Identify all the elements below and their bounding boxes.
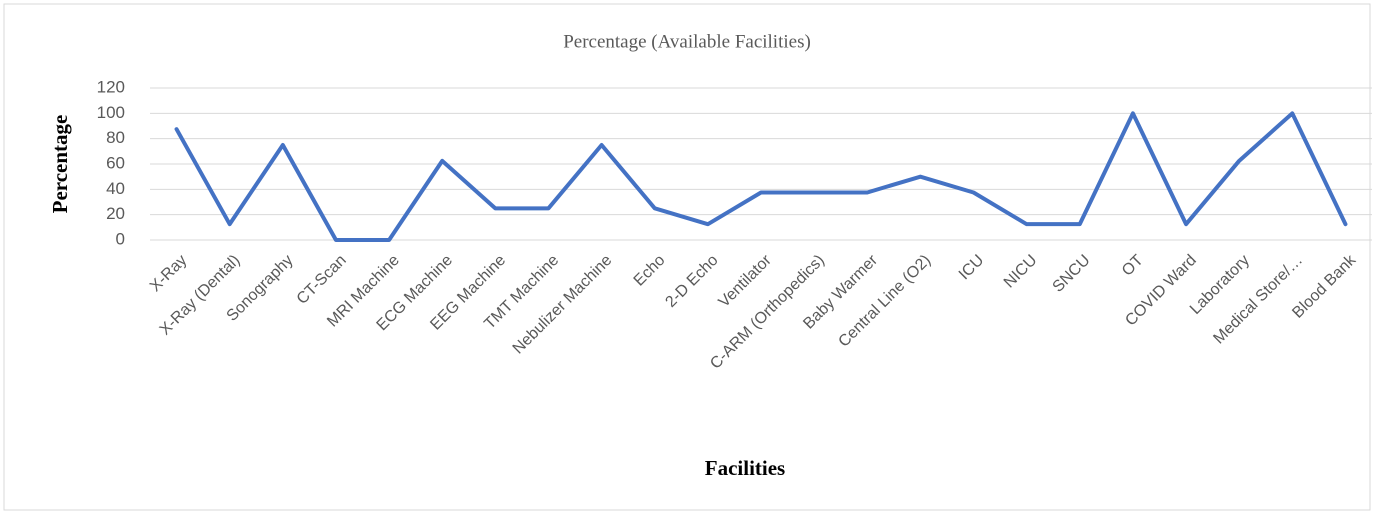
y-tick-label: 0 <box>116 229 125 248</box>
y-tick-label: 100 <box>97 103 125 122</box>
data-line <box>174 111 1348 242</box>
x-axis-title: Facilities <box>705 456 785 480</box>
y-tick-label: 60 <box>106 153 125 172</box>
chart-border <box>3 3 1371 511</box>
y-tick-label: 40 <box>106 179 125 198</box>
y-tick-label: 20 <box>106 204 125 223</box>
y-axis-title: Percentage <box>48 115 72 214</box>
chart-title: Percentage (Available Facilities) <box>563 31 811 52</box>
y-tick-label: 120 <box>97 77 125 96</box>
y-tick-label: 80 <box>106 128 125 147</box>
